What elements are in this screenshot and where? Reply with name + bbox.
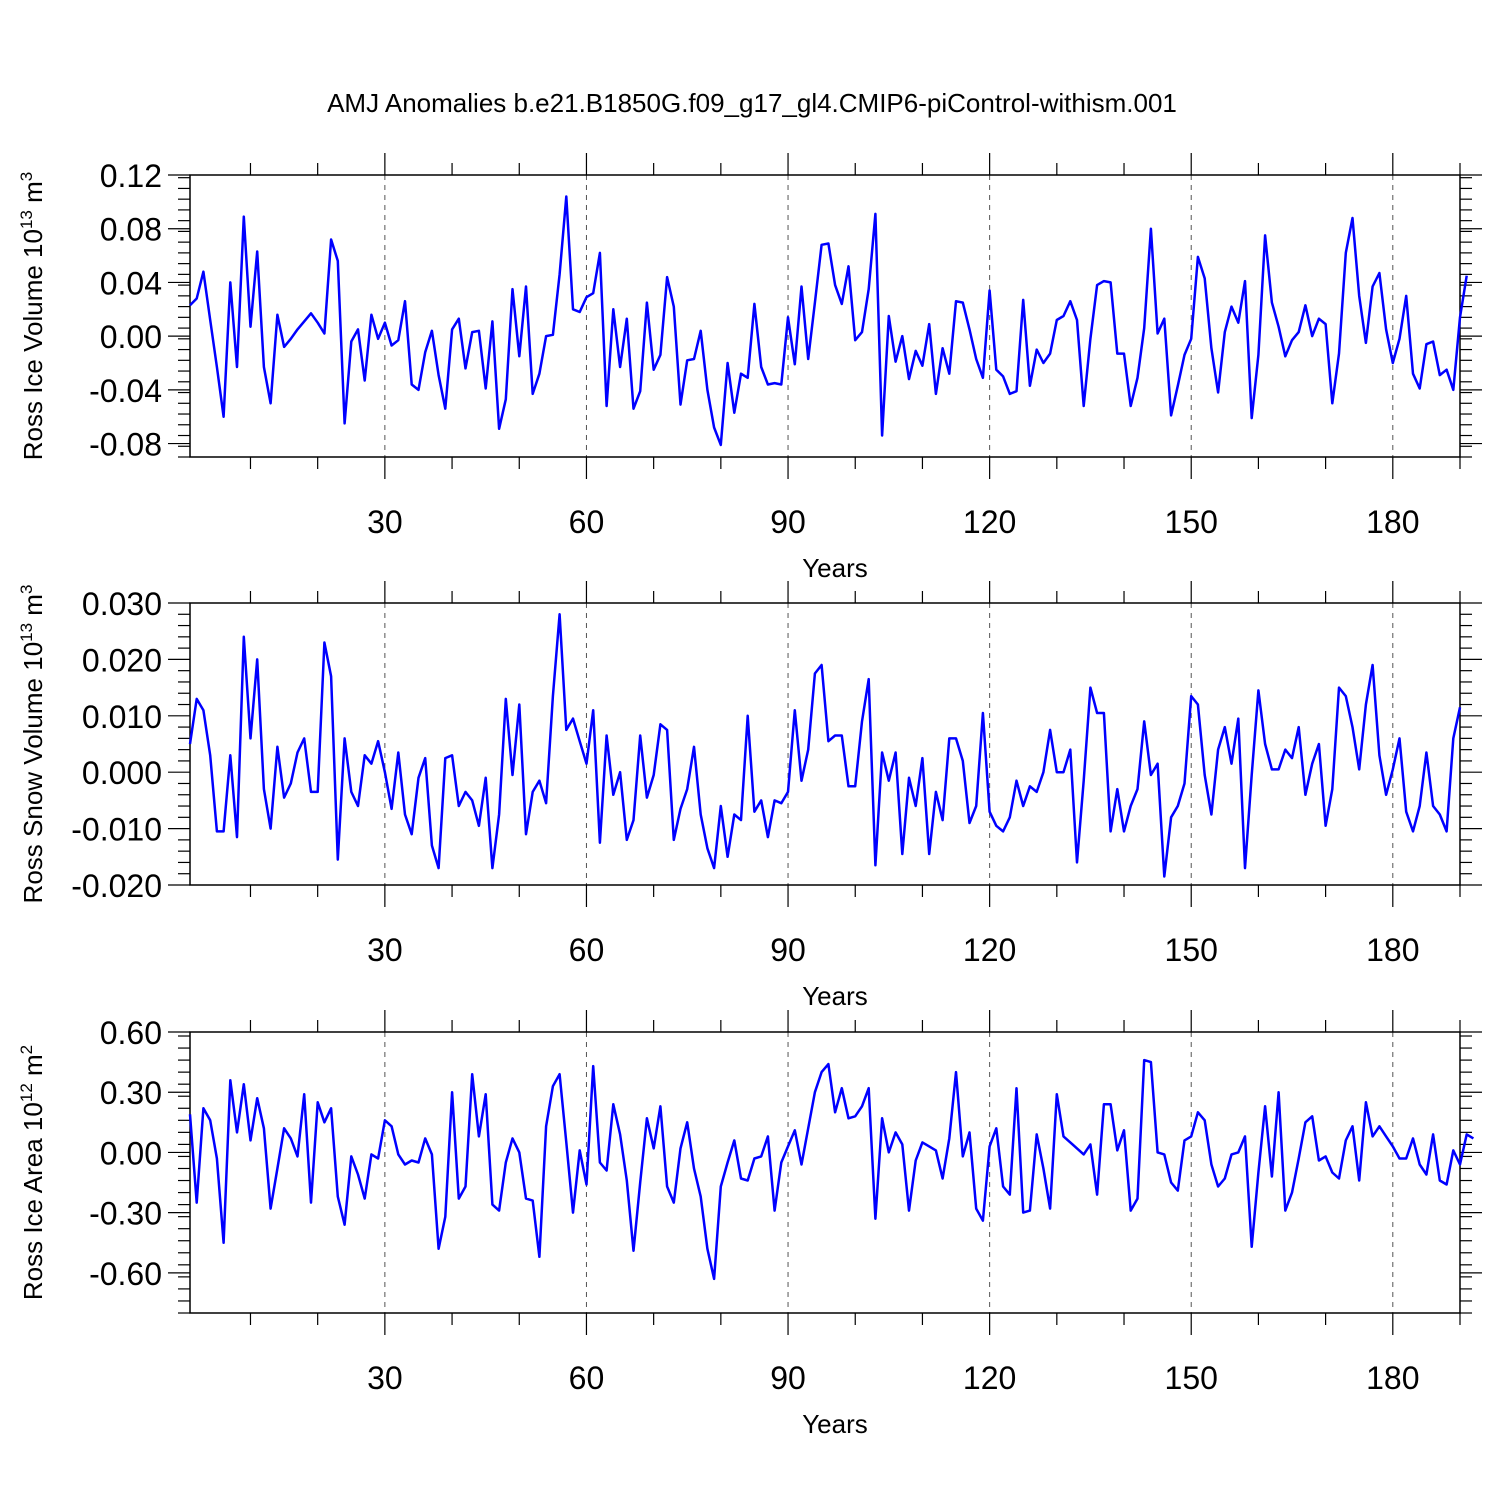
panel-snow-volume-y-tick-label: -0.010: [71, 812, 162, 848]
panel-ice-volume-x-tick-label: 60: [569, 504, 605, 540]
panel-ice-area-x-tick-label: 60: [569, 1360, 605, 1396]
panel-ice-volume: 30 60 90 120 150 180 -0.08 -0.04 0.00 0.04 0.08 0.1…: [17, 153, 1482, 583]
panel-ice-volume-y-axis-label: Ross Ice Volume 1013 m3: [17, 172, 48, 461]
panel-ice-area-y-tick-label: 0.60: [100, 1015, 162, 1051]
panel-ice-volume-y-tick-label: -0.08: [89, 427, 162, 463]
panel-snow-volume-x-tick-label: 180: [1366, 932, 1419, 968]
panel-ice-volume-y-tick-label: 0.00: [100, 319, 162, 355]
figure-title: AMJ Anomalies b.e21.B1850G.f09_g17_gl4.C…: [327, 88, 1177, 118]
panel-ice-area-y-tick-label: 0.30: [100, 1075, 162, 1111]
panel-snow-volume-x-tick-label: 120: [963, 932, 1016, 968]
panel-snow-volume-y-axis-label: Ross Snow Volume 1013 m3: [17, 585, 48, 904]
panel-snow-volume-x-tick-label: 150: [1165, 932, 1218, 968]
panel-ice-area-x-tick-label: 30: [367, 1360, 403, 1396]
panel-ice-area-x-axis-label: Years: [802, 1409, 868, 1439]
panel-ice-area-x-tick-label: 90: [770, 1360, 806, 1396]
panel-ice-volume-x-tick-label: 150: [1165, 504, 1218, 540]
panel-snow-volume-y-tick-label: -0.020: [71, 868, 162, 904]
panel-ice-volume-series-line: [189, 195, 1468, 447]
panel-ice-volume-x-tick-label: 90: [770, 504, 806, 540]
panel-snow-volume-x-tick-label: 90: [770, 932, 806, 968]
panel-ice-volume-y-tick-label: 0.08: [100, 212, 162, 248]
panel-snow-volume-y-tick-label: 0.000: [82, 755, 162, 791]
panel-snow-volume: 30 60 90 120 150 180 -0.020 -0.010 0.000 0.010 0.0…: [17, 581, 1482, 1011]
panel-ice-area-y-tick-label: 0.00: [100, 1135, 162, 1171]
panel-ice-area-y-tick-label: -0.60: [89, 1256, 162, 1292]
panel-ice-volume-y-tick-label: 0.12: [100, 158, 162, 194]
panel-ice-volume-x-tick-label: 120: [963, 504, 1016, 540]
panel-ice-area-x-tick-label: 180: [1366, 1360, 1419, 1396]
panel-ice-volume-y-tick-label: -0.04: [89, 373, 162, 409]
panel-ice-area-y-tick-label: -0.30: [89, 1196, 162, 1232]
panel-snow-volume-x-tick-label: 30: [367, 932, 403, 968]
panel-snow-volume-x-tick-label: 60: [569, 932, 605, 968]
panel-snow-volume-series-line: [188, 613, 1462, 878]
panel-snow-volume-y-tick-label: 0.030: [82, 586, 162, 622]
panel-snow-volume-y-tick-label: 0.020: [82, 642, 162, 678]
panel-ice-area-y-axis-label: Ross Ice Area 1012 m2: [17, 1045, 48, 1300]
panel-ice-area-x-tick-label: 120: [963, 1360, 1016, 1396]
panel-ice-volume-x-tick-label: 30: [367, 504, 403, 540]
panel-ice-area-x-tick-label: 150: [1165, 1360, 1218, 1396]
panel-snow-volume-x-axis-label: Years: [802, 981, 868, 1011]
panel-ice-volume-x-axis-label: Years: [802, 553, 868, 583]
panel-ice-volume-x-tick-label: 180: [1366, 504, 1419, 540]
panel-ice-area-series-line: [188, 1058, 1475, 1281]
panel-snow-volume-y-tick-label: 0.010: [82, 699, 162, 735]
panel-ice-area: 30 60 90 120 150 180 -0.60 -0.30 0.00 0.30 0.60 Yea…: [17, 1010, 1482, 1439]
panel-ice-area-frame: [189, 1031, 1461, 1314]
chart-panels: 30 60 90 120 150 180 -0.08 -0.04 0.00 0.04 0.08 0.1…: [17, 153, 1482, 1439]
panel-ice-volume-y-tick-label: 0.04: [100, 265, 162, 301]
